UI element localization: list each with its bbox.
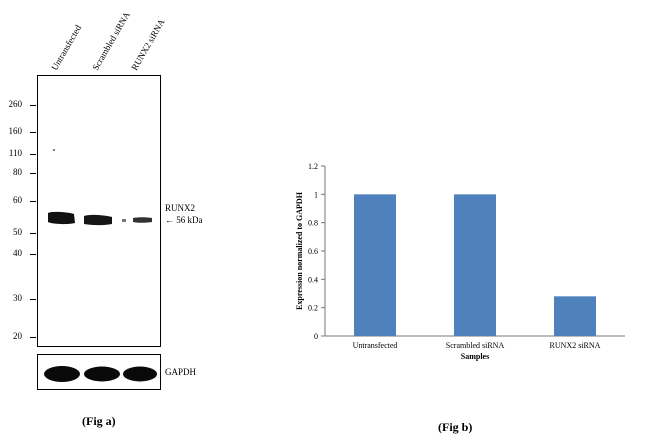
mw-marker: 80 — [13, 167, 22, 177]
blot-speck — [53, 149, 55, 151]
gapdh-band-scrambled — [84, 366, 120, 382]
y-tick-label: 0.4 — [308, 275, 318, 284]
mw-marker: 110 — [8, 148, 22, 158]
y-tick-label: 0.2 — [308, 304, 318, 313]
lane-label-untransfected: Untransfected — [49, 23, 84, 72]
mw-tick — [30, 173, 36, 174]
x-tick-label: Scrambled siRNA — [446, 341, 505, 350]
gapdh-label: GAPDH — [165, 367, 197, 377]
mw-marker: 50 — [13, 227, 22, 237]
y-tick-label: 0.6 — [308, 247, 318, 256]
bars-group — [354, 194, 596, 336]
band-label-runx2: RUNX2 — [165, 203, 196, 213]
mw-tick — [30, 337, 36, 338]
lane-label-runx2-sirna: RUNX2 siRNA — [129, 17, 167, 72]
y-ticks-group: 0 0.2 0.4 0.6 0.8 1 1.2 — [308, 162, 325, 341]
gapdh-band-untransfected — [44, 366, 80, 382]
mw-tick — [30, 201, 36, 202]
mw-tick — [30, 154, 36, 155]
band-size-label: ← 56 kDa — [165, 215, 203, 225]
x-labels-group: Untransfected Scrambled siRNA RUNX2 siRNA — [353, 341, 601, 350]
bar — [454, 194, 496, 336]
y-tick-label: 0 — [314, 332, 318, 341]
mw-marker: 60 — [13, 195, 22, 205]
blot-gapdh-panel — [37, 354, 161, 390]
mw-tick — [30, 132, 36, 133]
mw-marker: 20 — [13, 331, 22, 341]
mw-tick — [30, 233, 36, 234]
x-tick-label: RUNX2 siRNA — [550, 341, 601, 350]
y-axis-label: Expression normalized to GAPDH — [295, 191, 304, 310]
mw-tick — [30, 105, 36, 106]
mw-marker: 160 — [8, 126, 23, 136]
figure-a-caption: (Fig a) — [82, 414, 116, 428]
mw-tick — [30, 299, 36, 300]
mw-marker: 260 — [8, 99, 23, 109]
band-runx2 — [133, 217, 152, 223]
bar — [354, 194, 396, 336]
x-tick-label: Untransfected — [353, 341, 398, 350]
y-tick-label: 1 — [314, 190, 318, 199]
lane-label-scrambled: Scrambled siRNA — [90, 10, 132, 72]
expression-bar-chart: 0 0.2 0.4 0.6 0.8 1 1.2 Untransfected Scrambled… — [295, 162, 625, 361]
y-tick-label: 1.2 — [308, 162, 318, 171]
x-axis-label: Samples — [461, 352, 489, 361]
mw-tick — [30, 254, 36, 255]
y-tick-label: 0.8 — [308, 219, 318, 228]
band-scrambled — [84, 214, 112, 226]
band-untransfected — [48, 211, 75, 225]
band-runx2-faint — [122, 219, 126, 222]
blot-main-panel — [37, 75, 161, 347]
mw-marker: 30 — [13, 293, 22, 303]
mw-marker: 40 — [13, 248, 22, 258]
bar — [554, 296, 596, 336]
gapdh-band-runx2 — [123, 366, 157, 382]
figure-b-caption: (Fig b) — [438, 420, 473, 434]
